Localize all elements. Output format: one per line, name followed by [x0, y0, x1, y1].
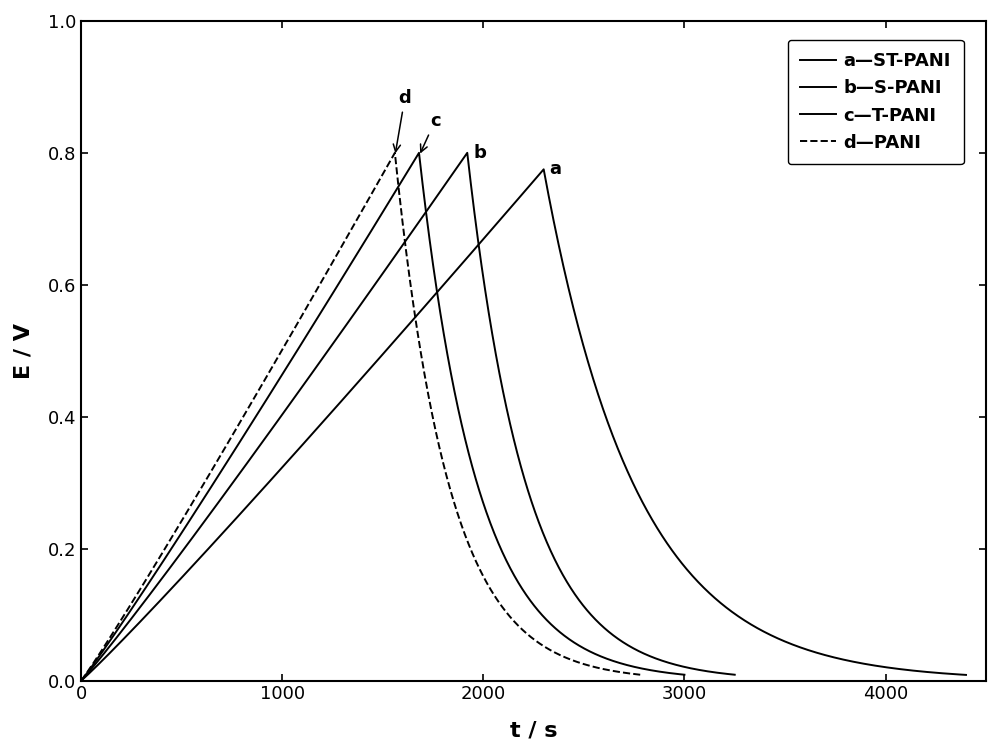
Text: c: c	[421, 112, 440, 152]
Text: b: b	[473, 144, 486, 162]
Legend: a—ST-PANI, b—S-PANI, c—T-PANI, d—PANI: a—ST-PANI, b—S-PANI, c—T-PANI, d—PANI	[788, 40, 964, 164]
X-axis label: t / s: t / s	[510, 720, 557, 740]
Text: d: d	[393, 89, 411, 152]
Y-axis label: E / V: E / V	[14, 323, 34, 379]
Text: a: a	[550, 161, 562, 178]
